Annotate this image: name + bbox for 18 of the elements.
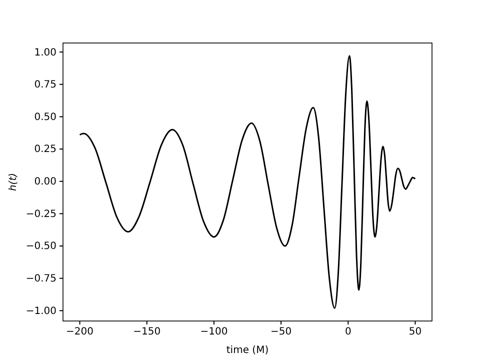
y-tick-label: −0.50 bbox=[26, 241, 56, 252]
x-tick-label: 50 bbox=[408, 326, 422, 338]
x-tick-label: 0 bbox=[344, 326, 352, 338]
x-tick-label: −200 bbox=[66, 326, 94, 338]
x-tick-label: −100 bbox=[200, 326, 228, 338]
y-tick-label: −1.00 bbox=[26, 306, 56, 317]
y-tick-label: −0.75 bbox=[26, 274, 56, 285]
y-tick-label: 0.00 bbox=[34, 176, 56, 188]
x-axis-title: time (M) bbox=[226, 345, 269, 356]
x-tick-label: −150 bbox=[133, 326, 161, 338]
x-tick-label: −50 bbox=[270, 326, 292, 338]
y-axis-title: h(t) bbox=[8, 172, 19, 192]
y-tick-label: 0.50 bbox=[34, 112, 56, 123]
line-series bbox=[79, 55, 416, 309]
y-tick-label: −0.25 bbox=[26, 208, 56, 220]
y-tick-label: 0.75 bbox=[34, 80, 56, 91]
y-tick-label: 1.00 bbox=[34, 47, 56, 58]
y-tick-label: 0.25 bbox=[34, 144, 56, 156]
